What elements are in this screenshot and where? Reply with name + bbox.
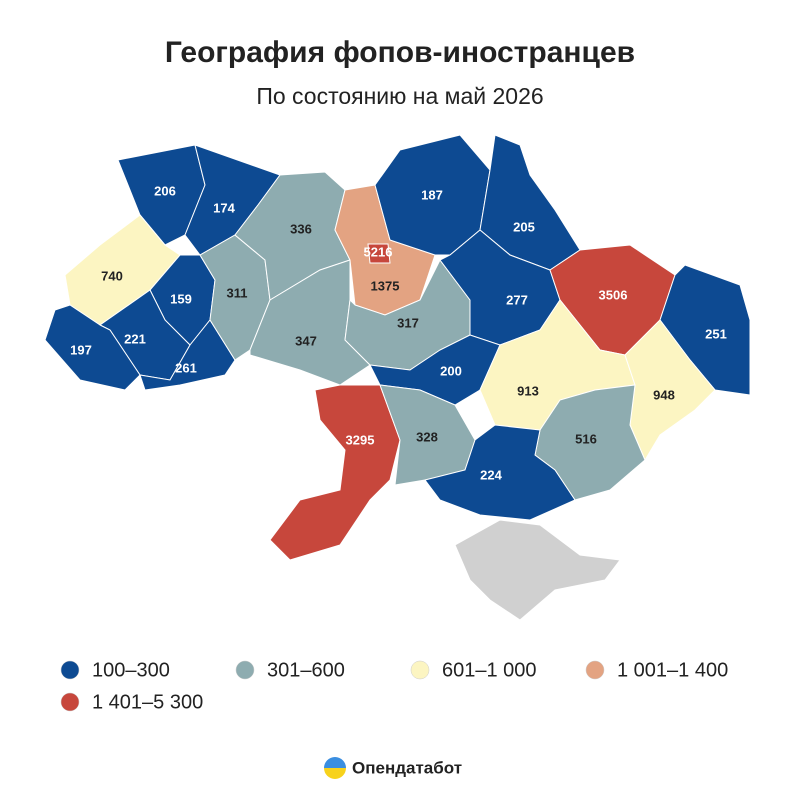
- region-value: 221: [124, 331, 146, 346]
- legend-swatch: [585, 660, 605, 680]
- crimea: [454, 519, 621, 621]
- map: 206 174 740 159 221 197 261 311 336 347 1375 5216 31…: [44, 134, 751, 621]
- title: География фопов-иностранцев: [165, 36, 635, 69]
- legend-label: 301–600: [267, 659, 345, 681]
- region-value: 1375: [371, 278, 400, 293]
- region-value: 224: [480, 467, 502, 482]
- legend: 100–300 301–600 601–1 000 1 001–1 400 1 401–…: [60, 659, 728, 713]
- region-value: 311: [227, 285, 248, 300]
- region-value: 516: [575, 431, 597, 446]
- legend-swatch: [410, 660, 430, 680]
- region: [367, 243, 391, 264]
- logo-icon: [324, 757, 346, 779]
- region-value: 948: [653, 387, 675, 402]
- legend-label: 1 401–5 300: [92, 691, 203, 713]
- brand-logo: Опендатабот: [324, 757, 462, 779]
- legend-swatch: [60, 692, 80, 712]
- region: [44, 304, 141, 391]
- region-value: 347: [295, 333, 317, 348]
- region-value: 277: [506, 292, 528, 307]
- region-value: 740: [101, 268, 123, 283]
- region-value: 5216: [364, 244, 393, 259]
- region: [424, 424, 576, 521]
- legend-swatch: [60, 660, 80, 680]
- region-value: 159: [170, 291, 192, 306]
- region: [269, 384, 401, 561]
- legend-label: 1 001–1 400: [617, 659, 728, 681]
- region-value: 3295: [346, 432, 375, 447]
- region-value: 317: [397, 315, 419, 330]
- region-value: 200: [440, 363, 462, 378]
- region-value: 197: [70, 342, 92, 357]
- region-value: 205: [513, 219, 535, 234]
- region-value: 206: [154, 183, 176, 198]
- region-value: 328: [416, 429, 438, 444]
- subtitle: По состоянию на май 2026: [256, 83, 543, 109]
- brand-name: Опендатабот: [352, 758, 462, 777]
- region-value: 174: [213, 200, 235, 215]
- legend-label: 601–1 000: [442, 659, 537, 681]
- region-value: 3506: [599, 287, 628, 302]
- region-value: 251: [705, 326, 727, 341]
- legend-label: 100–300: [92, 659, 170, 681]
- region-value: 913: [517, 383, 539, 398]
- region-value: 261: [175, 360, 197, 375]
- region-value: 336: [290, 221, 312, 236]
- legend-swatch: [235, 660, 255, 680]
- region-value: 187: [421, 187, 443, 202]
